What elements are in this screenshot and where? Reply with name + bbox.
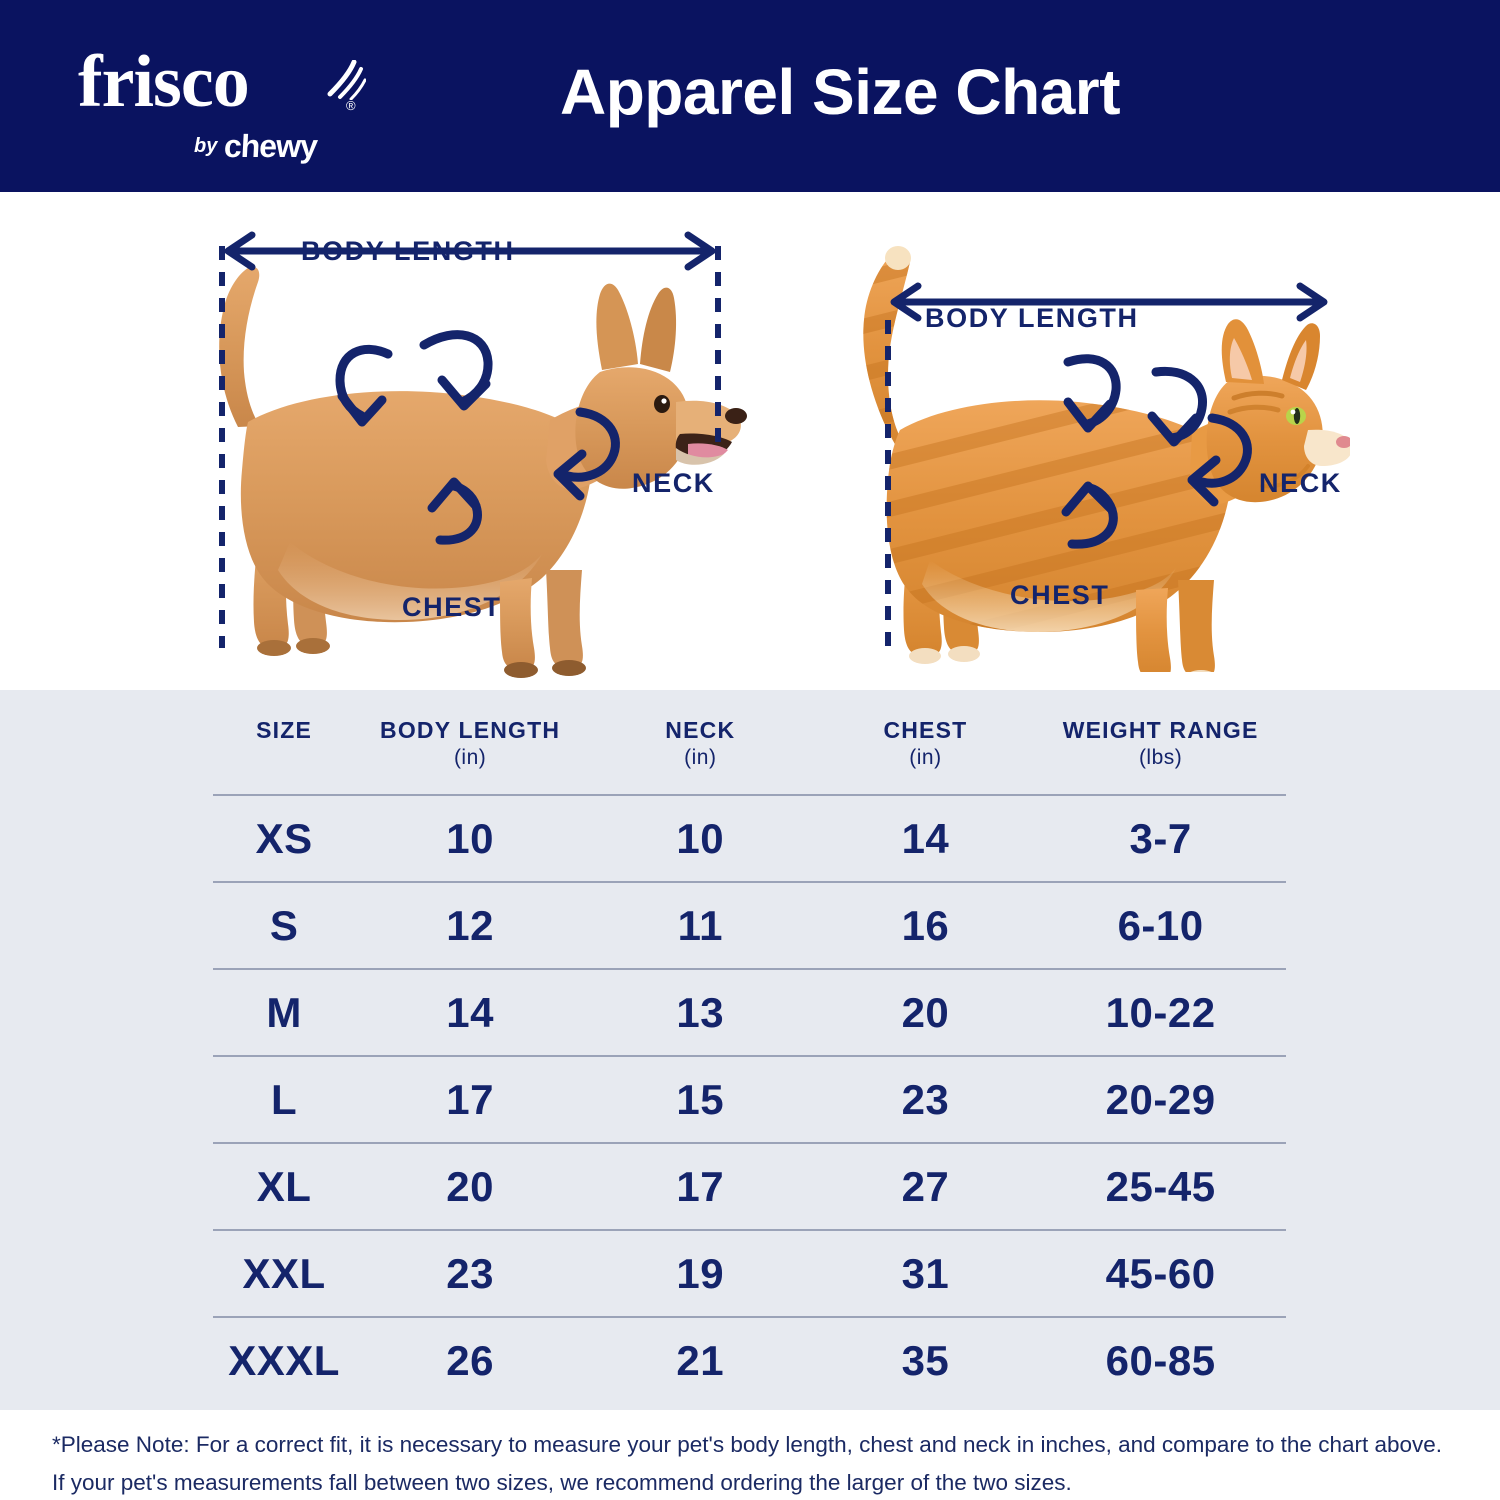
cell-weight-range: 45-60 xyxy=(1035,1229,1286,1317)
cell-body-length: 23 xyxy=(354,1229,586,1317)
cell-body-length: 26 xyxy=(354,1316,586,1403)
dog-chest-label: CHEST xyxy=(402,592,502,622)
column-header-size: SIZE xyxy=(213,690,355,795)
row-left-spacer xyxy=(0,795,213,882)
header-unit-weight-range: (lbs) xyxy=(1138,746,1183,769)
row-right-spacer xyxy=(1286,1230,1500,1317)
row-right-spacer xyxy=(1286,969,1500,1056)
header-label-neck: NECK xyxy=(665,717,736,743)
cell-weight-range: 6-10 xyxy=(1035,881,1286,969)
table-header-row: SIZE BODY LENGTH (in) NECK (in) CHEST (i… xyxy=(0,690,1500,795)
cell-body-length: 14 xyxy=(354,968,586,1056)
swoosh-icon xyxy=(327,60,366,100)
cell-weight-range: 3-7 xyxy=(1035,794,1286,882)
column-header-neck: NECK (in) xyxy=(585,690,815,795)
cat-body-length-label: BODY LENGTH xyxy=(925,303,1139,333)
frisco-logo: frisco ® by chewy xyxy=(78,41,378,165)
table-row: S 12 11 16 6-10 xyxy=(0,881,1500,969)
column-header-weight-range: WEIGHT RANGE (lbs) xyxy=(1036,690,1286,795)
cell-neck: 15 xyxy=(585,1055,816,1143)
column-header-body-length: BODY LENGTH (in) xyxy=(355,690,585,795)
header-label-size: SIZE xyxy=(256,717,313,743)
size-table-body: XS 10 10 14 3-7 S 12 11 16 6-10 M 14 13 20 10-22 L 17 15 2… xyxy=(0,794,1500,1403)
cell-chest: 16 xyxy=(815,881,1036,969)
row-left-spacer xyxy=(0,1056,213,1143)
page-title: Apparel Size Chart xyxy=(559,56,1121,128)
header-label-weight-range: WEIGHT RANGE xyxy=(1062,717,1259,743)
cell-neck: 13 xyxy=(585,968,816,1056)
cell-chest: 14 xyxy=(815,794,1036,882)
dog-body-length-label: BODY LENGTH xyxy=(301,236,515,266)
size-table: SIZE BODY LENGTH (in) NECK (in) CHEST (i… xyxy=(0,690,1500,1403)
illustration-band: BODY LENGTH NECK CHEST xyxy=(0,192,1500,690)
cat-chest-label: CHEST xyxy=(1010,580,1110,610)
logo-by-text: by xyxy=(194,135,218,157)
table-row: XL 20 17 27 25-45 xyxy=(0,1142,1500,1230)
cell-neck: 21 xyxy=(585,1316,816,1403)
logo-wordmark: frisco xyxy=(78,41,250,123)
header-unit-body-length: (in) xyxy=(453,746,487,769)
column-header-chest: CHEST (in) xyxy=(815,690,1035,795)
cell-weight-range: 20-29 xyxy=(1035,1055,1286,1143)
row-right-spacer xyxy=(1286,795,1500,882)
cell-body-length: 17 xyxy=(354,1055,586,1143)
table-row: L 17 15 23 20-29 xyxy=(0,1055,1500,1143)
logo-subline: by chewy xyxy=(194,128,319,165)
row-left-spacer xyxy=(0,969,213,1056)
table-row: XS 10 10 14 3-7 xyxy=(0,794,1500,882)
header-label-body-length: BODY LENGTH xyxy=(380,717,561,743)
dog-neck-label: NECK xyxy=(632,468,715,498)
cell-size: L xyxy=(213,1055,355,1143)
row-right-spacer xyxy=(1286,882,1500,969)
cell-body-length: 20 xyxy=(354,1142,586,1230)
cell-weight-range: 60-85 xyxy=(1035,1316,1286,1403)
logo-chewy-text: chewy xyxy=(223,128,319,164)
dog-measurement-guides xyxy=(219,231,721,648)
row-left-spacer xyxy=(0,1143,213,1230)
cell-neck: 19 xyxy=(585,1229,816,1317)
cell-chest: 27 xyxy=(815,1142,1036,1230)
table-row: M 14 13 20 10-22 xyxy=(0,968,1500,1056)
cat-measurement-guides xyxy=(885,282,1328,656)
cell-size: XXL xyxy=(213,1229,355,1317)
footnote-text: *Please Note: For a correct fit, it is n… xyxy=(52,1432,1443,1495)
left-spacer xyxy=(0,690,213,795)
table-row: XXXL 26 21 35 60-85 xyxy=(0,1316,1500,1403)
cell-body-length: 10 xyxy=(354,794,586,882)
cell-neck: 17 xyxy=(585,1142,816,1230)
cell-body-length: 12 xyxy=(354,881,586,969)
row-right-spacer xyxy=(1286,1056,1500,1143)
cat-neck-label: NECK xyxy=(1259,468,1342,498)
header-label-chest: CHEST xyxy=(883,717,968,743)
table-row: XXL 23 19 31 45-60 xyxy=(0,1229,1500,1317)
registered-mark: ® xyxy=(346,98,356,113)
cell-neck: 11 xyxy=(585,881,816,969)
row-right-spacer xyxy=(1286,1317,1500,1403)
header-unit-neck: (in) xyxy=(684,746,717,769)
right-spacer xyxy=(1286,690,1500,795)
row-left-spacer xyxy=(0,882,213,969)
cell-size: M xyxy=(213,968,355,1056)
cell-size: S xyxy=(213,881,355,969)
row-left-spacer xyxy=(0,1317,213,1403)
row-left-spacer xyxy=(0,1230,213,1317)
row-right-spacer xyxy=(1286,1143,1500,1230)
cell-weight-range: 10-22 xyxy=(1035,968,1286,1056)
size-table-head: SIZE BODY LENGTH (in) NECK (in) CHEST (i… xyxy=(0,690,1500,795)
header-band: frisco ® by chewy Apparel Size Chart xyxy=(0,0,1500,192)
cell-neck: 10 xyxy=(585,794,816,882)
cell-weight-range: 25-45 xyxy=(1035,1142,1286,1230)
cell-size: XS xyxy=(213,794,355,882)
cell-chest: 31 xyxy=(815,1229,1036,1317)
cell-chest: 23 xyxy=(815,1055,1036,1143)
footnote-band: *Please Note: For a correct fit, it is n… xyxy=(0,1410,1500,1500)
cell-chest: 20 xyxy=(815,968,1036,1056)
cell-size: XXXL xyxy=(213,1316,355,1403)
size-table-band: SIZE BODY LENGTH (in) NECK (in) CHEST (i… xyxy=(0,690,1500,1410)
cell-size: XL xyxy=(213,1142,355,1230)
cell-chest: 35 xyxy=(815,1316,1036,1403)
header-unit-chest: (in) xyxy=(909,746,942,769)
